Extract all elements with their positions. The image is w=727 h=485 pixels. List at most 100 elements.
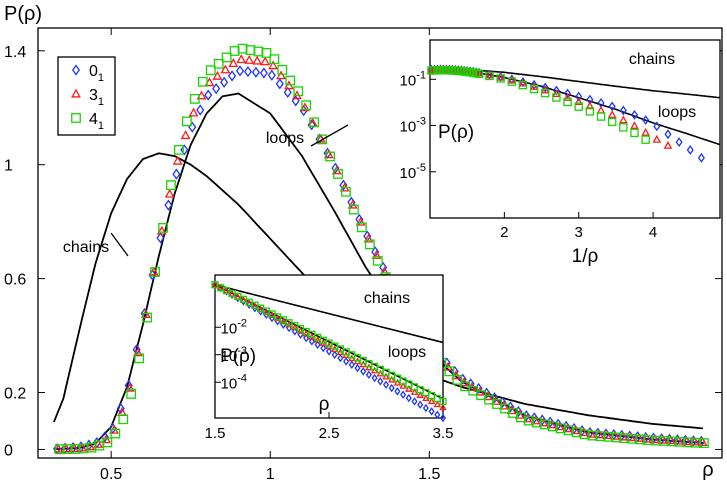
loops-leader [310, 124, 349, 147]
inset-y-tick-label: 10-4 [221, 372, 247, 392]
inset-point-4_1 [552, 93, 561, 102]
inset-point-3_1 [399, 381, 407, 389]
inset-point-0_1 [434, 410, 441, 419]
inset-point-4_1 [439, 397, 447, 406]
point-3_1 [148, 266, 159, 276]
inset-point-3_1 [365, 363, 373, 371]
point-4_1 [197, 76, 208, 87]
inset-point-0_1 [331, 350, 338, 359]
point-0_1 [267, 69, 276, 81]
inset-y-tick-label: 10-1 [400, 69, 426, 89]
point-3_1 [188, 107, 199, 117]
point-4_1 [452, 374, 463, 385]
x-axis-label: ρ [702, 459, 713, 481]
inset-point-4_1 [507, 77, 517, 86]
point-3_1 [276, 70, 286, 80]
inset-point-3_1 [382, 372, 390, 380]
point-3_1 [299, 102, 310, 112]
point-0_1 [522, 410, 531, 422]
inset-point-3_1 [619, 115, 628, 124]
inset-point-4_1 [518, 80, 528, 90]
inset-y-tick-label: 10-3 [400, 116, 426, 136]
point-4_1 [174, 144, 184, 155]
inset-point-4_1 [496, 74, 505, 83]
y-axis-label: P(ρ) [4, 3, 42, 25]
inset-point-0_1 [575, 91, 583, 102]
inset-point-4_1 [563, 97, 572, 107]
inset-x-tick-label: 1.5 [205, 425, 226, 442]
inset-point-4_1 [574, 102, 583, 111]
inset-point-0_1 [394, 387, 401, 396]
inset-point-3_1 [285, 320, 293, 328]
point-0_1 [506, 401, 515, 413]
point-4_1 [166, 180, 176, 191]
inset-point-3_1 [211, 280, 219, 288]
inset-point-0_1 [653, 121, 661, 132]
point-4_1 [181, 116, 192, 127]
point-3_1 [228, 58, 239, 68]
inset-point-3_1 [485, 70, 494, 79]
point-3_1 [164, 188, 175, 198]
inset-point-0_1 [371, 373, 378, 383]
point-3_1 [260, 56, 271, 66]
legend-marker-square [71, 113, 81, 123]
inset-point-0_1 [697, 152, 705, 163]
legend-marker-triangle [71, 88, 81, 98]
point-4_1 [325, 151, 335, 162]
inset-point-4_1 [641, 135, 650, 144]
inset-curve-chains [214, 284, 444, 344]
point-4_1 [293, 86, 304, 97]
point-3_1 [268, 60, 279, 70]
point-0_1 [116, 402, 125, 415]
point-0_1 [275, 78, 284, 90]
inset-point-0_1 [360, 367, 367, 376]
inset-point-0_1 [664, 129, 672, 140]
point-0_1 [458, 373, 467, 385]
point-4_1 [110, 428, 121, 439]
inset-point-4_1 [585, 107, 595, 116]
point-0_1 [291, 95, 300, 107]
legend-marker-diamond [71, 64, 81, 76]
inset-point-3_1 [308, 332, 316, 340]
inset-point-0_1 [675, 137, 683, 147]
point-4_1 [356, 222, 367, 233]
point-0_1 [259, 67, 268, 79]
inset-x-tick-label: 3 [575, 224, 583, 241]
point-3_1 [212, 70, 223, 80]
point-3_1 [244, 54, 255, 64]
inset-point-4_1 [529, 84, 539, 94]
point-0_1 [243, 65, 253, 78]
inset-chains-annotation: chains [629, 51, 675, 68]
point-3_1 [172, 155, 183, 165]
inset-point-4_1 [485, 71, 494, 81]
inset-point-0_1 [411, 397, 418, 406]
inset-point-0_1 [297, 330, 304, 339]
inset-point-4_1 [474, 69, 484, 78]
x-tick-label: 1.5 [418, 466, 440, 483]
inset-point-0_1 [619, 105, 627, 116]
inset-point-3_1 [641, 127, 650, 136]
inset-point-0_1 [388, 383, 395, 393]
inset-point-3_1 [663, 140, 673, 149]
point-0_1 [251, 66, 260, 78]
point-0_1 [347, 196, 356, 208]
y-tick-label: 0.6 [4, 272, 26, 289]
point-3_1 [371, 249, 382, 259]
inset-top-right: 2 3 4 10-1 10-3 10-5 P(ρ) 1/ρ chains loops [400, 39, 721, 267]
inset-point-3_1 [222, 286, 231, 294]
point-3_1 [101, 434, 112, 444]
point-0_1 [490, 392, 499, 404]
inset-x-axis-label: 1/ρ [572, 246, 599, 267]
point-0_1 [172, 168, 181, 180]
inset-point-0_1 [630, 109, 639, 120]
inset-point-0_1 [325, 347, 333, 356]
legend-frame [57, 56, 116, 136]
point-3_1 [132, 347, 143, 357]
inset-point-3_1 [393, 378, 402, 386]
point-0_1 [331, 162, 340, 174]
inset-x-tick-label: 4 [649, 224, 657, 241]
point-4_1 [444, 366, 455, 377]
inset-y-tick-label: 10-3 [221, 345, 247, 365]
inset-point-4_1 [541, 88, 550, 98]
inset-point-3_1 [416, 391, 424, 398]
